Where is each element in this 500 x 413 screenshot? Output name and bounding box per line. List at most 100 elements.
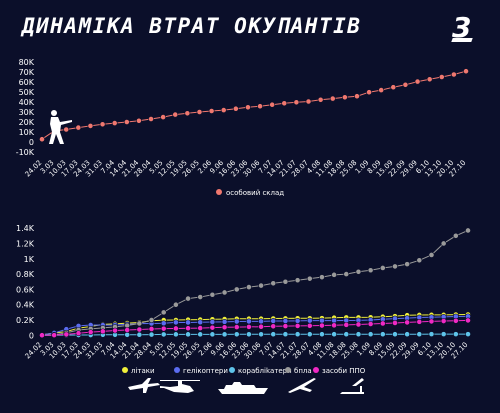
data-point — [112, 327, 118, 334]
data-point — [220, 107, 227, 113]
data-point — [123, 119, 130, 125]
data-point — [319, 274, 325, 281]
data-point — [452, 232, 459, 239]
y-tick-label: 40K — [19, 98, 35, 107]
helicopter-icon — [160, 380, 200, 393]
data-point — [233, 331, 240, 338]
data-point — [293, 99, 300, 106]
y-tick-label: 50K — [19, 88, 35, 97]
legend-label-personnel: особовий склад — [226, 189, 284, 197]
data-point — [87, 123, 94, 129]
data-point — [367, 267, 374, 274]
logo-icon: 3 — [452, 11, 472, 44]
data-point — [184, 110, 191, 117]
data-point — [160, 320, 167, 327]
data-point — [258, 282, 264, 289]
data-point — [366, 89, 372, 96]
data-point — [185, 331, 191, 338]
data-point — [136, 320, 143, 327]
data-point — [306, 317, 313, 324]
data-point — [221, 331, 228, 338]
data-point — [258, 331, 264, 338]
data-point — [258, 323, 264, 330]
page-title: ДИНАМІКА ВТРАТ ОКУПАНТІВ — [22, 14, 362, 38]
y-tick-label: 10K — [19, 128, 35, 137]
data-point — [331, 331, 338, 338]
legend-marker — [313, 367, 319, 373]
drone-icon — [288, 378, 316, 393]
data-point — [63, 126, 70, 133]
y-tick-label: 30K — [19, 108, 35, 117]
y-tick-label: 1.2K — [16, 239, 35, 248]
data-point — [197, 325, 204, 331]
data-point — [390, 84, 397, 91]
data-point — [465, 317, 471, 324]
legend-label: бпла — [294, 367, 312, 375]
data-point — [148, 116, 154, 122]
data-point — [160, 325, 167, 332]
data-point — [379, 331, 386, 338]
data-point — [124, 331, 131, 338]
data-point — [111, 120, 118, 126]
data-point — [450, 71, 457, 78]
data-point — [148, 326, 155, 332]
data-point — [294, 277, 301, 284]
data-point — [124, 327, 131, 333]
data-point — [404, 261, 411, 268]
y-tick-label: 0 — [29, 331, 34, 340]
data-point — [209, 331, 216, 338]
data-point — [428, 331, 435, 338]
data-point — [379, 320, 386, 327]
data-point — [75, 124, 82, 131]
data-point — [258, 318, 264, 325]
y-tick-label: 0.6K — [16, 285, 35, 294]
data-point — [87, 329, 94, 336]
data-point — [282, 323, 289, 329]
y-tick-label: -10K — [16, 148, 35, 157]
data-point — [416, 257, 423, 264]
data-point — [306, 331, 313, 338]
legend-label: літаки — [131, 367, 155, 375]
series-line — [41, 229, 469, 336]
data-point — [282, 318, 289, 324]
data-point — [160, 331, 167, 338]
y-tick-label: 0.2K — [16, 316, 35, 325]
data-point — [136, 117, 142, 124]
data-point — [160, 114, 167, 120]
data-point — [233, 324, 240, 330]
y-tick-label: 70K — [19, 68, 35, 77]
data-point — [306, 322, 313, 329]
data-point — [294, 323, 301, 329]
data-point — [379, 265, 386, 271]
data-point — [319, 331, 325, 338]
data-point — [428, 252, 435, 258]
data-point — [463, 68, 469, 75]
data-point — [355, 321, 362, 328]
y-tick-label: 0.8K — [16, 270, 35, 279]
data-point — [319, 322, 325, 329]
data-point — [305, 98, 312, 105]
data-point — [343, 321, 350, 328]
data-point — [282, 331, 289, 338]
legend-marker — [229, 367, 235, 373]
data-point — [197, 319, 204, 326]
data-point — [148, 317, 155, 323]
data-point — [392, 331, 398, 338]
data-point — [208, 108, 215, 114]
data-point — [233, 286, 240, 293]
data-point — [465, 227, 471, 234]
data-point — [172, 111, 179, 118]
data-point — [354, 93, 360, 100]
data-point — [136, 331, 143, 338]
legend-marker — [174, 367, 180, 373]
data-point — [402, 81, 409, 88]
data-point — [416, 331, 423, 338]
legend-label: гелікоптери — [183, 367, 228, 375]
data-point — [221, 318, 228, 325]
data-point — [329, 95, 336, 102]
y-tick-label: 1K — [24, 255, 35, 264]
data-point — [160, 309, 167, 316]
data-point — [367, 321, 374, 327]
data-point — [63, 331, 70, 338]
